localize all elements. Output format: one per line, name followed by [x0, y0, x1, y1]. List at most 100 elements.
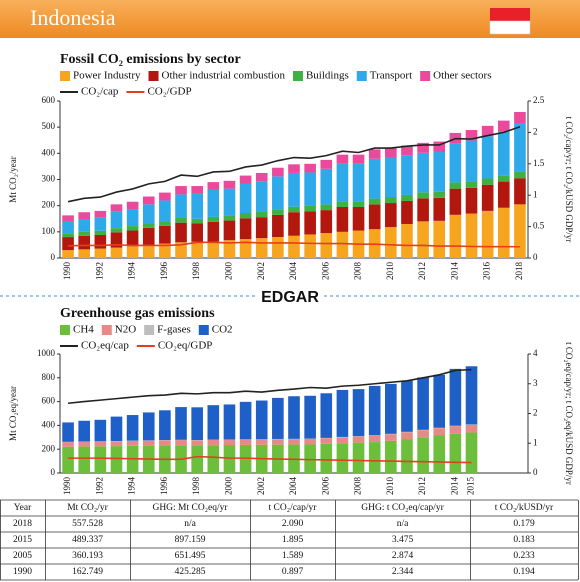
bar-segment	[465, 213, 478, 258]
x-tick-label: 2000	[224, 262, 234, 281]
y2-axis-title: t CO₂eq/cap/yr; t CO₂eq/kUSD GDP/yr	[564, 342, 574, 485]
bar-segment	[110, 416, 123, 441]
bar-segment	[433, 141, 446, 152]
legend-swatch	[356, 71, 367, 81]
bar-segment	[272, 439, 284, 445]
table-header: Mt CO₂/yr	[67, 503, 108, 513]
chart-title: Fossil CO₂ emissions by sector	[60, 52, 241, 67]
bar-segment	[175, 186, 187, 195]
y2-tick-label: 4	[533, 348, 538, 358]
x-tick-label: 2012	[417, 477, 427, 495]
bar-segment	[191, 223, 203, 242]
bar-segment	[78, 212, 91, 220]
bar-segment	[223, 439, 236, 446]
bar-segment	[304, 444, 316, 473]
bar-segment	[336, 443, 349, 473]
x-tick-label: 1992	[94, 477, 104, 495]
y-tick-label: 200	[42, 200, 56, 210]
bar-segment	[207, 182, 220, 190]
bar-segment	[94, 441, 107, 447]
y-tick-label: 600	[42, 396, 56, 406]
line-series	[68, 455, 472, 464]
legend-swatch	[420, 71, 431, 81]
bar-segment	[401, 439, 413, 473]
x-tick-label: 2004	[288, 262, 298, 281]
y2-tick-label: 2	[533, 408, 538, 418]
y2-tick-label: 0	[533, 252, 538, 262]
bar-segment	[159, 221, 171, 226]
legend-label: F-gases	[157, 324, 191, 336]
bar-segment	[94, 446, 107, 473]
bar-segment	[320, 204, 333, 211]
bar-segment	[126, 226, 139, 231]
bar-segment	[239, 212, 252, 219]
bar-segment	[272, 237, 284, 258]
bar-segment	[514, 178, 526, 205]
bar-segment	[110, 441, 123, 447]
legend-label: CO₂/GDP	[147, 86, 191, 98]
y-tick-label: 400	[42, 419, 56, 429]
bar-segment	[368, 442, 381, 473]
bar-segment	[401, 155, 413, 195]
bar-segment	[465, 181, 478, 188]
x-tick-label: 2016	[482, 262, 492, 281]
table-cell: 897.159	[175, 535, 206, 545]
y-tick-label: 200	[42, 443, 56, 453]
table-header: Year	[14, 503, 32, 513]
bar-segment	[304, 211, 316, 235]
bar-segment	[94, 248, 107, 258]
bar-segment	[272, 209, 284, 215]
bar-segment	[191, 407, 203, 441]
bar-segment	[401, 194, 413, 201]
bar-segment	[304, 172, 316, 206]
bar-segment	[449, 368, 462, 426]
bar-segment	[481, 125, 494, 137]
bar-segment	[191, 241, 203, 258]
bar-segment	[320, 210, 333, 234]
legend-label: Power Industry	[73, 70, 141, 82]
bar-segment	[175, 194, 187, 218]
table-cell: 557.528	[72, 519, 103, 529]
bar-segment	[433, 151, 446, 192]
x-tick-label: 2004	[288, 477, 298, 496]
bar-segment	[110, 204, 123, 212]
bar-segment	[223, 404, 236, 440]
bar-segment	[255, 172, 268, 182]
bar-segment	[417, 437, 429, 473]
bar-segment	[191, 218, 203, 224]
table-cell: 360.193	[72, 551, 103, 561]
bar-segment	[78, 446, 91, 473]
y2-tick-label: 0	[533, 467, 538, 477]
y2-tick-label: 2	[533, 126, 538, 136]
legend-label: Transport	[370, 70, 412, 82]
table-cell: 489.337	[72, 535, 103, 545]
bar-segment	[352, 154, 365, 164]
bar-segment	[368, 204, 381, 230]
bar-segment	[78, 441, 91, 447]
bar-segment	[336, 389, 349, 437]
bar-segment	[465, 432, 478, 473]
y2-tick-label: 1	[533, 437, 538, 447]
bar-segment	[142, 440, 155, 446]
legend-swatch	[148, 71, 159, 81]
bar-segment	[191, 445, 203, 473]
x-tick-label: 2002	[256, 262, 266, 280]
bar-segment	[449, 182, 462, 189]
table-cell: 2015	[13, 535, 32, 545]
bar-segment	[514, 171, 526, 179]
x-tick-label: 1990	[62, 262, 72, 281]
table-cell: 1990	[13, 567, 32, 577]
bar-segment	[62, 250, 74, 258]
y-tick-label: 0	[51, 467, 56, 477]
bar-segment	[320, 168, 333, 205]
bar-segment	[401, 380, 413, 432]
bar-segment	[78, 420, 91, 442]
legend-label: Other industrial combustion	[162, 70, 286, 82]
bar-segment	[417, 142, 429, 153]
x-tick-label: 2000	[224, 477, 234, 496]
bar-segment	[126, 415, 139, 441]
bar-segment	[433, 374, 446, 428]
bar-segment	[94, 217, 107, 231]
bar-segment	[368, 435, 381, 443]
bar-segment	[320, 393, 333, 438]
